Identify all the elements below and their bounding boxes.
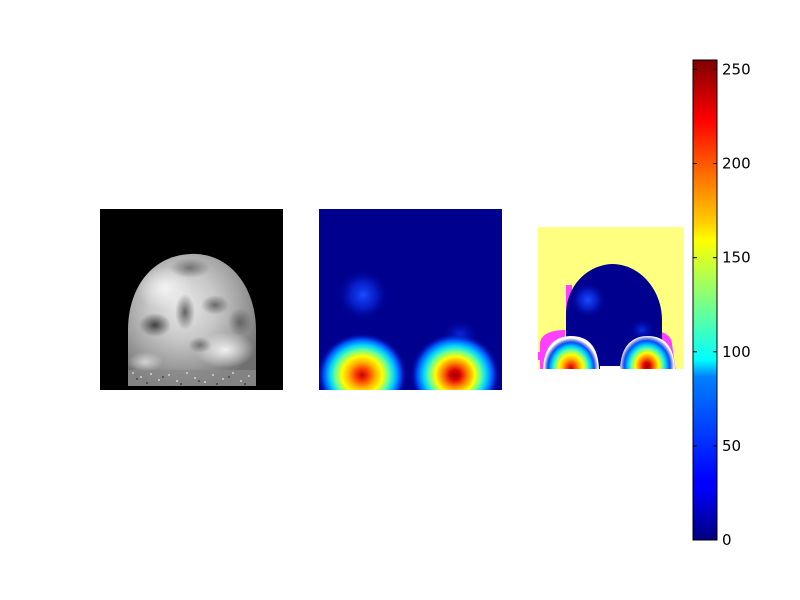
colorbar-ticks: 0 50 100 150 200 250 — [693, 60, 751, 549]
panel-overlay-map — [538, 227, 684, 373]
left-hotspot — [319, 333, 407, 390]
panel-response-map — [319, 209, 502, 390]
upper-left-glow — [337, 269, 389, 321]
overlay-hotspots — [538, 336, 684, 373]
colorbar-tick-label-150: 150 — [722, 249, 751, 267]
colorbar-tick-label-100: 100 — [722, 343, 751, 361]
colorbar-tick-label-50: 50 — [722, 437, 741, 455]
right-hotspot — [410, 333, 500, 390]
colorbar-tick-label-250: 250 — [722, 60, 751, 78]
colorbar: 0 50 100 150 200 250 — [692, 59, 751, 549]
colorbar-tick-label-0: 0 — [722, 531, 732, 549]
grayscale-blob — [128, 253, 256, 386]
colorbar-tick-label-200: 200 — [722, 155, 751, 173]
panel-grayscale-image — [100, 209, 283, 390]
colorbar-gradient — [692, 59, 718, 541]
